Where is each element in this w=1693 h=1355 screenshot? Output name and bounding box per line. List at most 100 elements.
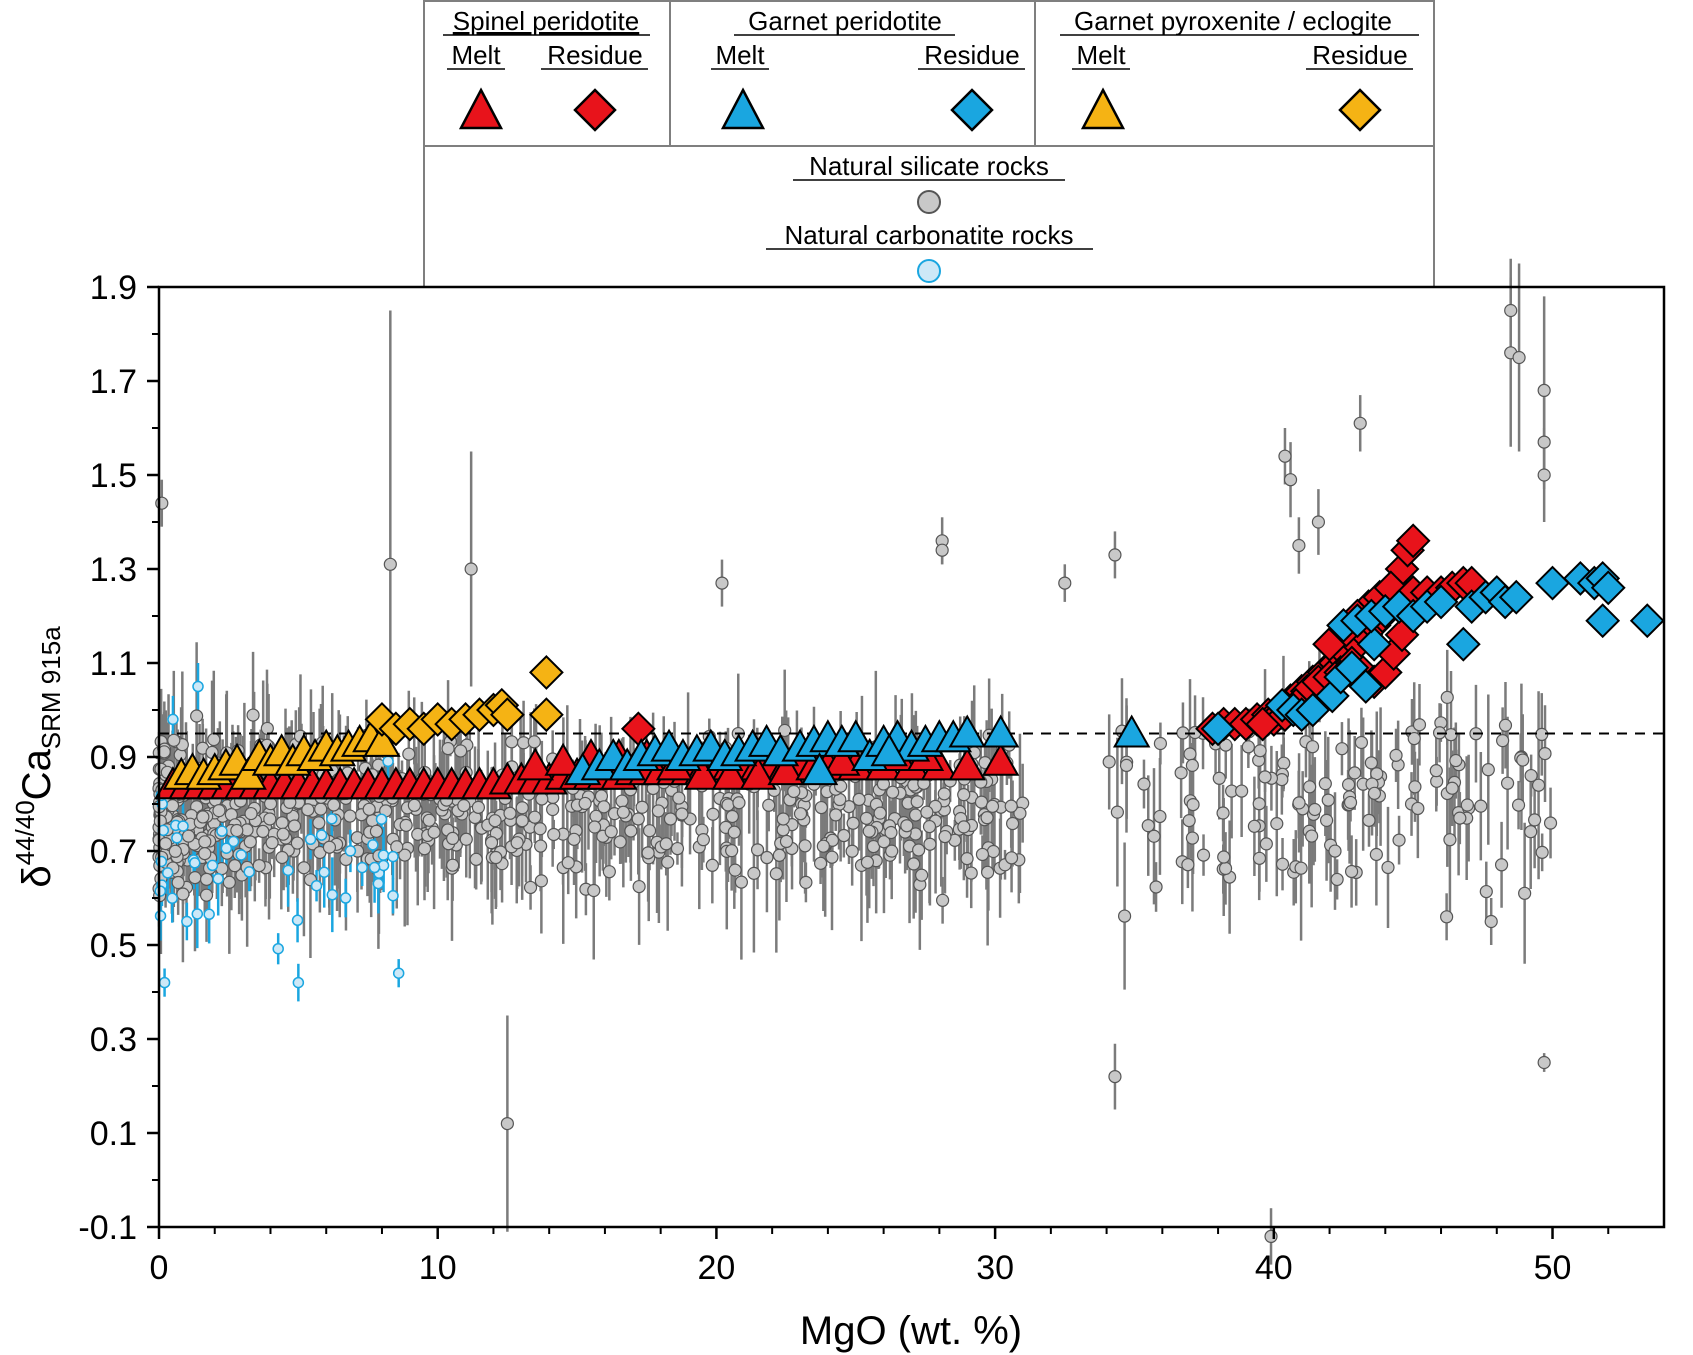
silicate-point — [165, 799, 180, 813]
silicate-point — [615, 794, 629, 808]
carbonatite-point — [304, 833, 317, 846]
silicate-point — [1013, 806, 1027, 820]
silicate-point — [1443, 833, 1457, 847]
silicate-point — [155, 496, 169, 510]
silicate-point — [907, 857, 921, 871]
residue-diamond-marker — [1498, 579, 1534, 615]
silicate-point — [1217, 850, 1231, 864]
silicate-point — [1524, 768, 1538, 783]
silicate-point — [1354, 735, 1369, 750]
silicate-point — [500, 1116, 514, 1131]
silicate-point — [252, 858, 266, 873]
silicate-point — [1253, 744, 1267, 758]
silicate-point — [937, 787, 951, 801]
silicate-point — [190, 709, 204, 723]
silicate-point — [275, 816, 289, 830]
silicate-point — [188, 871, 202, 885]
silicate-point — [422, 813, 436, 827]
silicate-point — [1185, 831, 1200, 845]
silicate-point — [885, 844, 899, 858]
carbonatite-point — [387, 889, 399, 902]
silicate-point — [862, 824, 876, 838]
residue-diamond-marker — [620, 711, 656, 747]
silicate-point — [632, 879, 646, 894]
silicate-point — [1330, 872, 1344, 887]
legend: Spinel peridotite Melt Residue Garnet pe… — [423, 0, 1435, 288]
silicate-point — [877, 835, 891, 849]
silicate-point — [1004, 799, 1018, 813]
silicate-point — [1528, 813, 1542, 827]
silicate-point — [1196, 848, 1211, 862]
carbonatite-point — [282, 864, 294, 877]
silicate-point — [199, 872, 214, 886]
melt-triangle-marker — [739, 756, 777, 790]
silicate-point — [454, 744, 468, 758]
carbonatite-point — [154, 910, 167, 922]
silicate-point — [985, 799, 1000, 813]
melt-triangle-marker — [711, 756, 750, 790]
carbonatite-point — [372, 877, 385, 890]
silicate-point — [727, 825, 741, 839]
legend-spinel-title: Spinel peridotite — [453, 6, 639, 36]
carbonatite-point — [392, 967, 405, 979]
silicate-point — [846, 816, 860, 830]
silicate-point — [535, 792, 549, 806]
silicate-point — [503, 806, 517, 820]
silicate-point — [489, 850, 503, 865]
carbonatite-point — [326, 813, 338, 825]
x-tick-label: 10 — [419, 1249, 457, 1287]
silicate-point — [1460, 798, 1474, 812]
legend-garnet-melt-triangle-icon — [720, 87, 766, 130]
silicate-point — [1538, 746, 1552, 761]
silicate-point — [1335, 742, 1349, 756]
model-points — [154, 523, 1665, 800]
silicate-point — [402, 747, 416, 761]
silicate-point — [312, 816, 326, 830]
silicate-point — [369, 824, 384, 838]
silicate-point — [1308, 802, 1322, 817]
silicate-point — [505, 735, 519, 749]
silicate-point — [1494, 858, 1509, 872]
silicate-point — [1411, 801, 1425, 816]
carbonatite-point — [377, 849, 390, 861]
silicate-point — [1258, 770, 1272, 784]
silicate-point — [1186, 798, 1200, 812]
silicate-point — [776, 823, 790, 837]
silicate-point — [957, 788, 971, 802]
silicate-point — [635, 800, 649, 814]
carbonatite-point — [243, 866, 255, 878]
silicate-point — [171, 875, 185, 890]
silicate-point — [198, 835, 212, 849]
x-tick-label: 30 — [976, 1249, 1014, 1287]
series-garnet-peridotite-melt — [563, 714, 1151, 786]
residue-diamond-marker — [1585, 603, 1621, 639]
silicate-point — [986, 844, 1001, 859]
carbonatite-point — [368, 861, 381, 874]
legend-pyroxenite-melt-triangle-icon — [1080, 87, 1126, 130]
silicate-point — [772, 848, 786, 862]
silicate-point — [1328, 844, 1342, 858]
carbonatite-point — [177, 820, 189, 832]
silicate-point — [915, 868, 929, 882]
silicate-point — [845, 844, 859, 858]
x-tick-label: 20 — [697, 1249, 735, 1287]
silicate-point — [1364, 756, 1378, 770]
silicate-point — [464, 562, 478, 576]
legend-spinel-residue-diamond-icon — [573, 88, 617, 132]
silicate-point — [672, 791, 686, 805]
silicate-point — [1318, 777, 1332, 791]
legend-garnet-melt-label: Melt — [715, 40, 765, 70]
silicate-point — [587, 883, 601, 898]
y-tick-label: 0.3 — [90, 1021, 137, 1059]
silicate-point — [265, 836, 279, 850]
silicate-point — [484, 836, 499, 850]
carbonatite-point — [171, 832, 183, 844]
y-tick-label: 0.5 — [90, 927, 137, 965]
silicate-point — [981, 865, 995, 879]
y-tick-label: 1.5 — [90, 457, 137, 495]
carbonatite-point — [344, 845, 357, 857]
legend-silicate-circle-icon — [917, 190, 941, 214]
silicate-point — [725, 809, 739, 824]
silicate-point — [256, 824, 270, 839]
silicate-point — [1344, 864, 1359, 879]
